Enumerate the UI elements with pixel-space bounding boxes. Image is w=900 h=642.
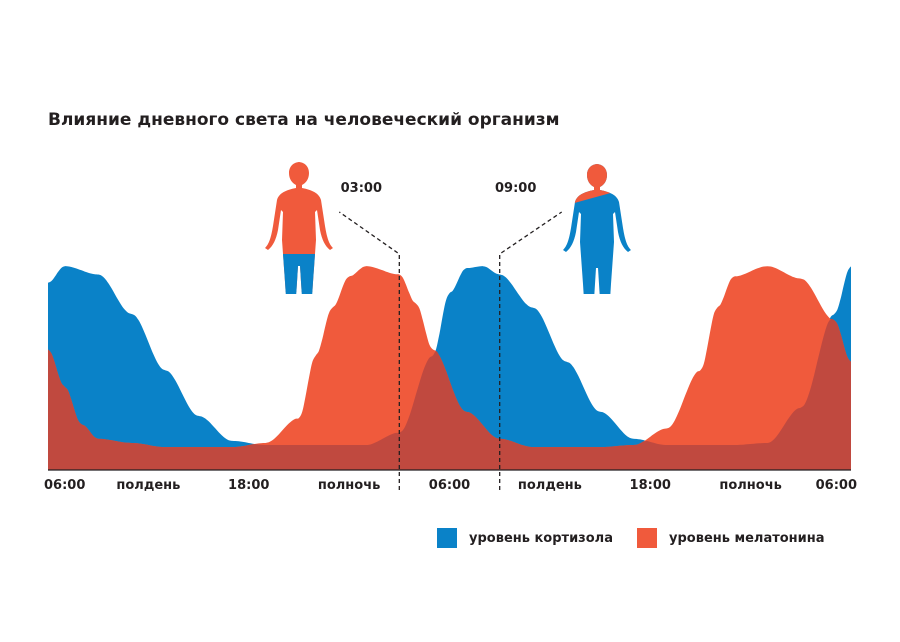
marker-line [499,211,563,490]
legend-label-cortisol: уровень кортизола [469,531,613,546]
x-tick-label: полдень [518,478,582,493]
x-tick-label: полдень [116,478,180,493]
x-tick-label: полночь [318,478,381,493]
body-figures [265,162,631,294]
x-tick-label: полночь [719,478,782,493]
chart-title: Влияние дневного света на человеческий о… [48,110,560,130]
x-tick-label: 18:00 [630,478,671,493]
legend-label-melatonin: уровень мелатонина [669,531,825,546]
marker-line [338,211,400,490]
body-cortisol-figure [563,164,631,294]
x-tick-label: 06:00 [816,478,857,493]
area-cortisol [48,266,851,470]
plot-area [48,266,851,470]
legend-swatch-cortisol [437,528,457,548]
x-tick-label: 06:00 [429,478,470,493]
x-axis-ticks: 06:00 полдень 18:00 полночь 06:00 полдень 18:0… [44,478,857,493]
time-markers: 03:00 09:00 [338,181,563,490]
marker-label: 03:00 [341,181,382,196]
x-tick-label: 18:00 [228,478,269,493]
x-tick-label: 06:00 [44,478,85,493]
marker-label: 09:00 [495,181,536,196]
body-melatonin-figure [265,162,333,294]
area-overlap [48,318,851,470]
legend: уровень кортизола уровень мелатонина [437,528,825,548]
legend-swatch-melatonin [637,528,657,548]
